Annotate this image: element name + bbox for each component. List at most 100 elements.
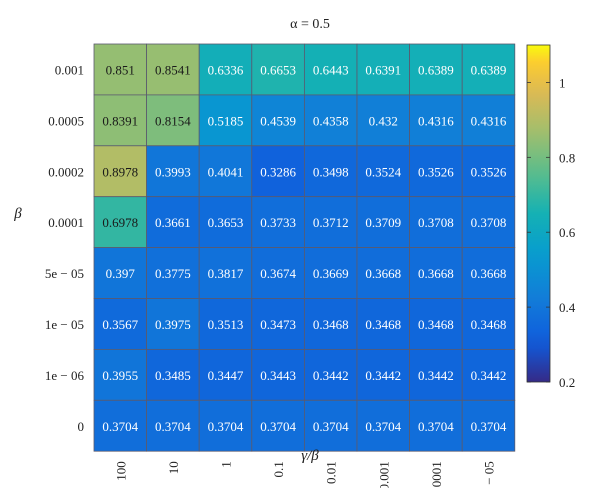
- cell-label-r2-c1: 0.3993: [155, 164, 191, 179]
- heatmap-cell-r4-c4: [303, 247, 358, 299]
- heatmap-cell-r6-c7: [461, 348, 516, 401]
- heatmap-cell-r6-c2: [198, 348, 253, 401]
- heatmap-cell-r3-c2: [198, 196, 253, 248]
- cell-label-r1-c2: 0.5185: [208, 113, 244, 128]
- cell-label-r6-c4: 0.3442: [313, 368, 349, 383]
- cell-label-r3-c6: 0.3708: [418, 215, 454, 230]
- cell-label-r0-c1: 0.8541: [155, 62, 191, 77]
- colorbar: 0.2 0.4 0.6 0.8 1: [526, 44, 576, 390]
- cell-label-r1-c3: 0.4539: [260, 113, 296, 128]
- cell-label-r2-c5: 0.3524: [365, 164, 401, 179]
- heatmap-cell-r5-c1: [146, 298, 200, 350]
- x-tick-labels: 100 10 1 0.1 0.01 0.001 0.0001 1e − 05: [113, 461, 496, 488]
- cell-label-r1-c7: 0.4316: [471, 113, 507, 128]
- y-tick-labels: 0.001 0.0005 0.0002 0.0001 5e − 05 1e − 05 1e …: [45, 62, 85, 433]
- cell-label-r1-c0: 0.8391: [102, 113, 138, 128]
- heatmap-cells: 0.851 0.8541 0.6336 0.6653 0.6443 0.6391 0.638…: [93, 43, 516, 452]
- heatmap-cell-r0-c2: [198, 43, 253, 96]
- heatmap-cell-r4-c3: [251, 247, 305, 299]
- cell-label-r3-c0: 0.6978: [102, 215, 138, 230]
- cell-label-r7-c3: 0.3704: [260, 419, 296, 434]
- cell-label-r0-c5: 0.6391: [365, 62, 401, 77]
- cell-label-r1-c5: 0.432: [369, 113, 398, 128]
- cell-label-r2-c7: 0.3526: [471, 164, 507, 179]
- cell-label-r4-c0: 0.397: [106, 266, 136, 281]
- y-tick-label-7: 0: [78, 419, 85, 434]
- cell-label-r1-c6: 0.4316: [418, 113, 454, 128]
- cell-label-r6-c7: 0.3442: [471, 368, 507, 383]
- x-tick-label-7: 1e − 05: [482, 461, 497, 488]
- x-tick-label-0: 100: [113, 461, 128, 481]
- x-tick-label-4: 0.01: [324, 461, 339, 484]
- heatmap-cell-r2-c5: [356, 145, 410, 198]
- cell-label-r0-c2: 0.6336: [208, 62, 244, 77]
- cell-label-r4-c3: 0.3674: [260, 266, 296, 281]
- cell-label-r6-c0: 0.3955: [102, 368, 138, 383]
- heatmap-cell-r1-c5: [356, 94, 410, 147]
- cell-label-r3-c3: 0.3733: [260, 215, 296, 230]
- heatmap-cell-r0-c3: [251, 43, 305, 96]
- heatmap-cell-r6-c6: [409, 348, 463, 401]
- heatmap-cell-r6-c1: [146, 348, 200, 401]
- cell-label-r4-c1: 0.3775: [155, 266, 191, 281]
- cell-label-r4-c7: 0.3668: [471, 266, 507, 281]
- heatmap-cell-r1-c3: [251, 94, 305, 147]
- colorbar-tick-label-0: 0.2: [559, 375, 575, 390]
- y-tick-label-3: 0.0001: [48, 215, 84, 230]
- cell-label-r2-c2: 0.4041: [208, 164, 244, 179]
- cell-label-r7-c4: 0.3704: [313, 419, 349, 434]
- cell-label-r1-c4: 0.4358: [313, 113, 349, 128]
- heatmap-cell-r5-c6: [409, 298, 463, 350]
- heatmap-cell-r4-c6: [409, 247, 463, 299]
- cell-label-r3-c5: 0.3709: [365, 215, 401, 230]
- cell-label-r2-c4: 0.3498: [313, 164, 349, 179]
- cell-label-r0-c4: 0.6443: [313, 62, 349, 77]
- heatmap-cell-r2-c0: [93, 145, 147, 198]
- chart-title: α = 0.5: [290, 17, 330, 32]
- cell-label-r5-c6: 0.3468: [418, 317, 454, 332]
- cell-label-r0-c6: 0.6389: [418, 62, 454, 77]
- heatmap-cell-r1-c7: [461, 94, 516, 147]
- heatmap-cell-r6-c4: [303, 348, 358, 401]
- cell-label-r3-c2: 0.3653: [208, 215, 244, 230]
- cell-label-r7-c1: 0.3704: [155, 419, 191, 434]
- heatmap-cell-r3-c6: [409, 196, 463, 248]
- cell-label-r5-c4: 0.3468: [313, 317, 349, 332]
- colorbar-tick-label-1: 0.4: [559, 300, 576, 315]
- cell-label-r5-c0: 0.3567: [102, 317, 138, 332]
- heatmap-cell-r3-c3: [251, 196, 305, 248]
- cell-label-r4-c5: 0.3668: [365, 266, 401, 281]
- heatmap-cell-r2-c7: [461, 145, 516, 198]
- colorbar-gradient: [526, 44, 551, 383]
- heatmap-cell-r7-c7: [461, 399, 516, 452]
- x-tick-label-1: 10: [166, 461, 181, 474]
- cell-label-r6-c3: 0.3443: [260, 368, 296, 383]
- heatmap-cell-r7-c4: [303, 399, 358, 452]
- cell-label-r6-c2: 0.3447: [208, 368, 244, 383]
- heatmap-cell-r2-c6: [409, 145, 463, 198]
- cell-label-r0-c0: 0.851: [106, 62, 135, 77]
- cell-label-r6-c5: 0.3442: [365, 368, 401, 383]
- colorbar-tick-label-2: 0.6: [559, 225, 576, 240]
- heatmap-cell-r3-c0: [93, 196, 147, 248]
- cell-label-r0-c3: 0.6653: [260, 62, 296, 77]
- y-axis-label: β: [13, 206, 22, 222]
- cell-label-r6-c1: 0.3485: [155, 368, 191, 383]
- x-tick-label-3: 0.1: [271, 461, 286, 477]
- y-tick-label-2: 0.0002: [48, 164, 84, 179]
- cell-label-r7-c7: 0.3704: [471, 419, 507, 434]
- heatmap-cell-r2-c3: [251, 145, 305, 198]
- heatmap-cell-r2-c4: [303, 145, 358, 198]
- cell-label-r4-c6: 0.3668: [418, 266, 454, 281]
- heatmap-cell-r5-c5: [356, 298, 410, 350]
- heatmap-cell-r7-c3: [251, 399, 305, 452]
- heatmap-cell-r3-c4: [303, 196, 358, 248]
- x-axis-label: γ/β: [301, 448, 319, 464]
- cell-label-r3-c4: 0.3712: [313, 215, 349, 230]
- y-tick-label-4: 5e − 05: [45, 266, 84, 281]
- cell-label-r4-c2: 0.3817: [208, 266, 244, 281]
- heatmap-cell-r4-c5: [356, 247, 410, 299]
- cell-label-r2-c6: 0.3526: [418, 164, 454, 179]
- cell-label-r5-c2: 0.3513: [208, 317, 244, 332]
